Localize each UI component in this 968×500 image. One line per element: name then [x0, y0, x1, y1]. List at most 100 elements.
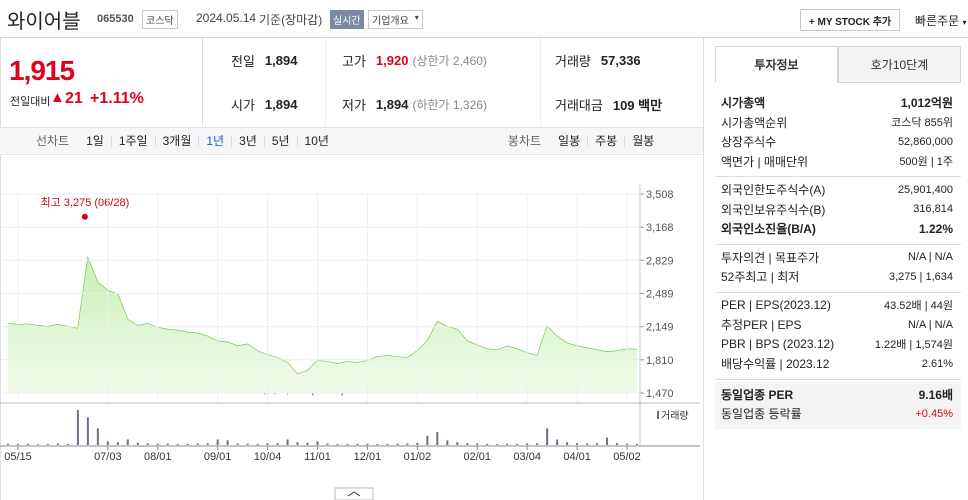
info-value: 500원 | 1주 [899, 156, 953, 169]
x-tick-label: 05/15 [4, 451, 32, 463]
volume-bar [576, 443, 579, 445]
stat: 시가 1,894 [203, 82, 325, 126]
period-tab[interactable]: 1일 [86, 133, 104, 148]
info-value: 코스닥 855위 [891, 117, 953, 130]
stats: 전일 1,894 고가 1,920 (상한가 2,460) 거래량 57,336 시가 1,89… [203, 38, 703, 126]
info-row: PBR | BPS (2023.12) 1.22배 | 1,574원 [715, 335, 961, 355]
volume-bar [226, 440, 229, 445]
volume-bar [436, 432, 439, 445]
stat-note: (하한가 1,326) [412, 97, 487, 112]
volume-bar [136, 442, 139, 445]
volume-bar [296, 442, 299, 445]
stat: 거래량 57,336 [540, 38, 703, 82]
info-value: 43.52배 | 44원 [884, 300, 953, 313]
volume-bar [16, 444, 19, 445]
volume-bar [616, 443, 619, 445]
volume-bar [356, 443, 359, 445]
volume-bar [496, 444, 499, 445]
volume-bar [376, 444, 379, 445]
tab-group-label: 선차트 [36, 133, 70, 148]
info-row: 외국인소진율(B/A) 1.22% [715, 219, 961, 239]
volume-bar [246, 443, 249, 445]
info-value: 9.16배 [918, 387, 953, 402]
stat-value: 109 백만 [612, 97, 663, 113]
volume-bar [266, 443, 269, 445]
volume-bar [7, 443, 9, 445]
info-row: 액면가 | 매매단위 500원 | 1주 [715, 152, 961, 172]
high-marker [81, 213, 88, 220]
info-row: 상장주식수 52,860,000 [715, 132, 961, 152]
info-label: 외국인소진율(B/A) [721, 222, 816, 237]
info-row: 투자의견 | 목표주가 N/A | N/A [715, 248, 961, 268]
y-tick-label: 3,508 [646, 189, 674, 201]
mystock-text: + MY STOCK 추가 [808, 16, 892, 28]
stat-value: 57,336 [600, 52, 641, 68]
info-label: 외국인보유주식수(B) [721, 202, 826, 217]
x-tick-label: 08/01 [144, 451, 172, 463]
info-tab[interactable]: 투자정보 [715, 46, 838, 83]
volume-bar [426, 435, 429, 445]
volume-bar [546, 428, 549, 445]
period-tab[interactable]: 5년 [263, 135, 297, 147]
volume-bar [596, 443, 599, 445]
info-label: 배당수익률 | 2023.12 [721, 357, 830, 372]
period-tab[interactable]: 3년 [231, 135, 264, 147]
market-badge: 코스닥 [142, 10, 178, 29]
info-label: PER | EPS(2023.12) [721, 298, 831, 313]
info-value: +0.45% [915, 407, 953, 420]
stat-note: (상한가 2,460) [412, 53, 487, 68]
volume-bar [346, 444, 349, 445]
x-tick-label: 05/02 [613, 451, 641, 463]
volume-bar [176, 444, 179, 445]
volume-bar [36, 444, 39, 445]
candle-tab[interactable]: 월봉 [624, 135, 661, 147]
change: 21 [65, 90, 83, 107]
invest-tabs: 투자정보 호가10단계 [715, 46, 961, 83]
period-tab[interactable]: 1주일 [110, 135, 155, 147]
info-value: 316,814 [913, 203, 953, 216]
info-tab[interactable]: 호가10단계 [838, 46, 961, 83]
company-button[interactable]: 기업개요 ▾ [368, 10, 423, 29]
y-tick-label: 1,470 [646, 388, 674, 400]
stat-value: 1,894 [264, 52, 298, 68]
volume-bar [76, 409, 79, 445]
volume-bar [326, 443, 329, 445]
volume-bar [336, 443, 339, 445]
info-row: 동일업종 PER 9.16배 [715, 385, 961, 405]
main-panel [0, 38, 703, 500]
mystock-button[interactable]: + MY STOCK 추가 [800, 9, 900, 31]
change-label: 전일대비 [10, 96, 51, 108]
quick-order[interactable]: 빠른주문 ▾ [915, 14, 967, 28]
info-value: 1,012억원 [900, 96, 953, 111]
candle-tab[interactable]: 일봉 [558, 133, 581, 148]
candle-tab[interactable]: 주봉 [587, 135, 624, 147]
period-tab[interactable]: 3개월 [154, 135, 199, 147]
info-label: 시가총액 [721, 96, 766, 111]
x-tick-label: 03/04 [513, 451, 541, 463]
volume-bar [536, 443, 539, 445]
info-row: 동일업종 등락률 +0.45% [715, 404, 961, 424]
info-value: 1.22배 | 1,574원 [874, 339, 953, 352]
price: 1,915 [9, 55, 75, 86]
period-tab[interactable]: 10년 [296, 135, 336, 147]
volume-bar [116, 442, 119, 445]
volume-bar [446, 440, 449, 445]
info-label: 상장주식수 [721, 135, 777, 150]
period-tab[interactable]: 1년 [198, 135, 231, 147]
info-label: 액면가 | 매매단위 [721, 154, 809, 169]
x-tick-label: 10/04 [254, 451, 282, 463]
volume-bar [166, 443, 169, 445]
info-row: 추정PER | EPS N/A | N/A [715, 315, 961, 335]
info-label: 52주최고 | 최저 [721, 270, 800, 285]
volume-bar [66, 443, 69, 445]
expand-button[interactable] [334, 487, 374, 500]
stat-label: 전일 [231, 53, 255, 69]
info-value: 52,860,000 [897, 135, 953, 148]
info-value: N/A | N/A [907, 251, 953, 264]
stat: 거래대금 109 백만 [540, 82, 703, 126]
info-label: 시가총액순위 [721, 115, 788, 130]
volume-bar [196, 443, 199, 445]
volume-bar [486, 443, 489, 445]
volume-bar [106, 441, 109, 445]
